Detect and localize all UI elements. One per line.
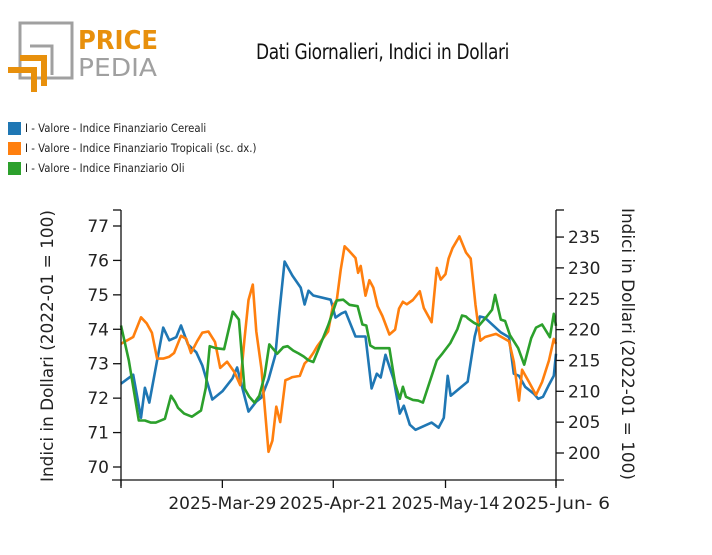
- y-axis-title-right: Indici in Dollari (2022-01 = 100): [617, 208, 637, 480]
- y-tick-label-right: 235: [568, 228, 600, 248]
- logo-mark-icon: [8, 21, 74, 92]
- y-tick-label-right: 215: [568, 351, 600, 371]
- x-tick-label: 2025-May-14: [392, 494, 500, 514]
- y-tick-label-left: 72: [87, 389, 109, 409]
- series-lines: [119, 235, 558, 454]
- y-tick-label-right: 225: [568, 290, 600, 310]
- y-tick-label-left: 74: [87, 320, 109, 340]
- legend-swatch-oli: [8, 161, 21, 175]
- y-tick-label-right: 205: [568, 413, 600, 433]
- series-line-2: [119, 293, 558, 424]
- legend-label-oli: I - Valore - Indice Finanziario Oli: [25, 161, 185, 175]
- legend-swatch-cereali: [8, 121, 21, 135]
- y-tick-label-left: 70: [87, 458, 109, 478]
- axes: 70 71 72 73 74 75 76 77 200 205 210 215 220 225 230 235…: [87, 209, 610, 514]
- legend-item-cereali[interactable]: I - Valore - Indice Finanziario Cereali: [8, 118, 288, 138]
- y-tick-label-right: 200: [568, 444, 600, 464]
- y-tick-label-left: 77: [87, 217, 109, 237]
- legend: I - Valore - Indice Finanziario Cereali …: [8, 118, 288, 178]
- logo-text-price: PRICE: [78, 26, 158, 56]
- legend-item-oli[interactable]: I - Valore - Indice Finanziario Oli: [8, 158, 288, 178]
- y-tick-label-left: 76: [87, 251, 109, 271]
- pricepedia-logo: PRICE PEDIA: [8, 21, 158, 92]
- y-tick-label-right: 230: [568, 259, 600, 279]
- series-line-1: [120, 235, 558, 454]
- x-tick-label: 2025-Jun- 6: [502, 494, 610, 514]
- y-tick-label-left: 71: [87, 424, 109, 444]
- y-tick-label-left: 75: [87, 286, 109, 306]
- legend-label-cereali: I - Valore - Indice Finanziario Cereali: [25, 121, 207, 135]
- y-tick-label-left: 73: [87, 355, 109, 375]
- y-tick-label-right: 210: [568, 382, 600, 402]
- legend-item-tropicali[interactable]: I - Valore - Indice Finanziario Tropical…: [8, 138, 288, 158]
- chart-title: Dati Giornalieri, Indici in Dollari: [256, 40, 510, 64]
- x-tick-label: 2025-Mar-29: [168, 494, 276, 514]
- y-axis-title-left: Indici in Dollari (2022-01 = 100): [38, 210, 58, 482]
- x-tick-label: 2025-Apr-21: [279, 494, 387, 514]
- legend-swatch-tropicali: [8, 141, 21, 155]
- y-tick-label-right: 220: [568, 321, 600, 341]
- logo-text-pedia: PEDIA: [78, 53, 157, 82]
- legend-label-tropicali: I - Valore - Indice Finanziario Tropical…: [25, 141, 257, 155]
- series-line-0: [120, 260, 558, 432]
